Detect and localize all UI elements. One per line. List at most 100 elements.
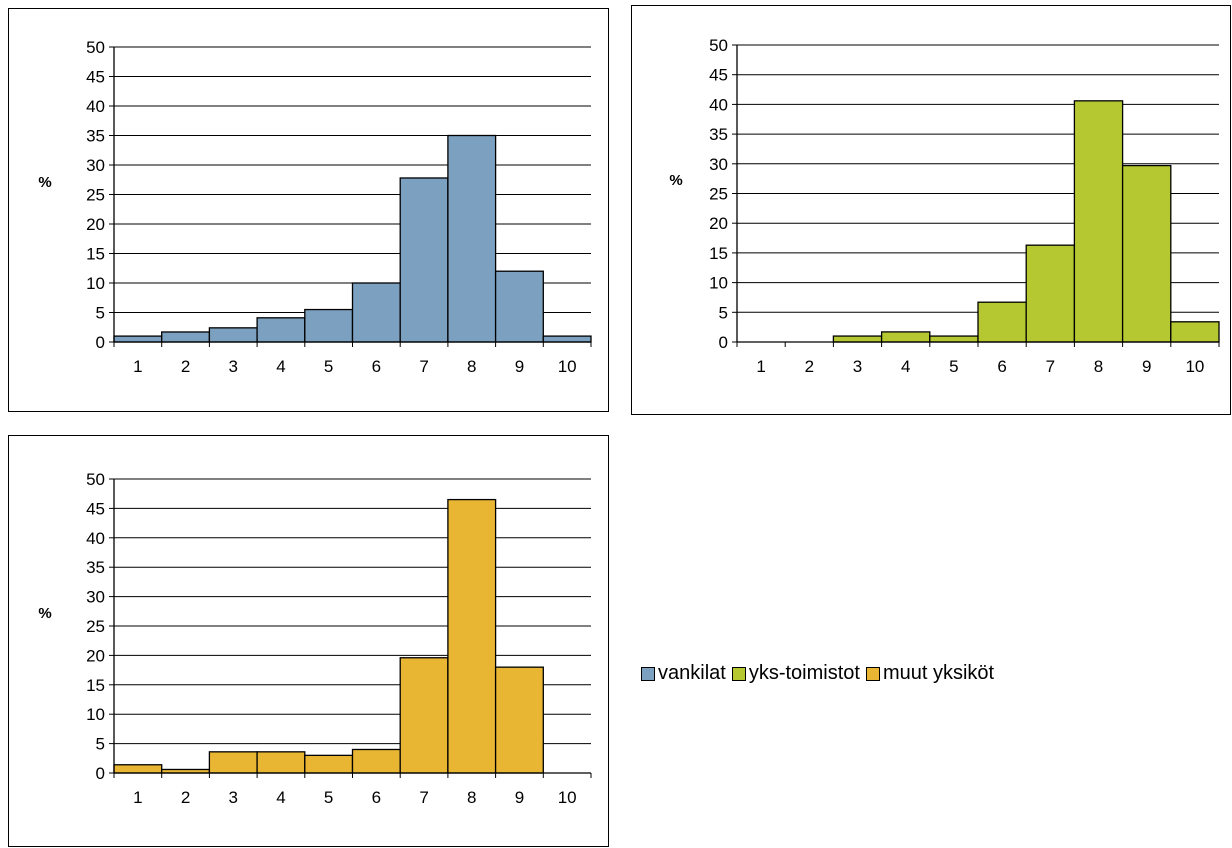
x-tick-label: 2 [181, 357, 190, 376]
bar [1025, 244, 1076, 343]
bar [929, 335, 979, 343]
y-tick-label: 35 [86, 558, 105, 577]
x-tick-label: 8 [467, 357, 476, 376]
x-tick-label: 3 [229, 357, 238, 376]
x-tick-label: 10 [1185, 357, 1204, 376]
x-tick-label: 5 [324, 788, 333, 807]
bar [542, 335, 592, 343]
y-tick-label: 40 [86, 97, 105, 116]
legend-item-vankilat: vankilat [641, 662, 726, 685]
x-tick-label: 3 [853, 357, 862, 376]
x-tick-label: 4 [901, 357, 910, 376]
x-tick-label: 3 [229, 788, 238, 807]
x-tick-label: 1 [133, 357, 142, 376]
legend-label: vankilat [658, 662, 726, 684]
y-tick-label: 50 [86, 38, 105, 57]
y-tick-label: 10 [709, 274, 728, 293]
y-tick-label: 15 [709, 244, 728, 263]
y-tick-label: 45 [86, 68, 105, 87]
y-tick-label: 10 [86, 274, 105, 293]
bar [1170, 321, 1220, 343]
x-tick-label: 2 [805, 357, 814, 376]
bar [256, 317, 306, 343]
x-tick-label: 9 [1142, 357, 1151, 376]
y-tick-label: 15 [86, 676, 105, 695]
bar [1073, 100, 1124, 343]
y-tick-label: 30 [86, 156, 105, 175]
x-tick-label: 7 [1046, 357, 1055, 376]
x-tick-label: 6 [997, 357, 1006, 376]
legend-swatch [865, 666, 880, 681]
chart-panel-yks-toimistot: 0 5 10 15 20 25 30 35 40 45 50 1 2 3 4 5 6 7 8 9 10% [631, 5, 1231, 415]
bar [494, 270, 544, 343]
chart-panel-muut-yksikot: 0 5 10 15 20 25 30 35 40 45 50 1 2 3 4 5 6 7 8 9 10% [8, 435, 609, 847]
legend-item-yks-toimistot: yks-toimistot [731, 662, 860, 685]
y-tick-label: 5 [719, 303, 728, 322]
y-tick-label: 10 [86, 705, 105, 724]
x-tick-label: 1 [133, 788, 142, 807]
bar [256, 751, 306, 774]
x-tick-label: 9 [515, 357, 524, 376]
y-tick-label: 20 [86, 215, 105, 234]
bar [161, 331, 211, 343]
legend-label: muut yksiköt [882, 662, 995, 684]
x-tick-label: 4 [276, 357, 285, 376]
x-tick-label: 5 [949, 357, 958, 376]
y-tick-label: 0 [719, 333, 728, 352]
x-tick-label: 1 [756, 357, 765, 376]
y-tick-label: 20 [709, 214, 728, 233]
legend-swatch [641, 666, 655, 681]
x-tick-label: 8 [1094, 357, 1103, 376]
x-tick-label: 4 [276, 788, 285, 807]
x-tick-label: 6 [372, 357, 381, 376]
bar [447, 134, 497, 343]
y-tick-label: 50 [709, 36, 728, 55]
x-tick-label: 5 [324, 357, 333, 376]
y-axis-label: % [669, 172, 682, 189]
x-tick-label: 2 [181, 788, 190, 807]
bar [208, 751, 258, 774]
bar [880, 331, 931, 343]
x-tick-label: 7 [419, 788, 428, 807]
y-tick-label: 35 [709, 125, 728, 144]
x-tick-label: 9 [515, 788, 524, 807]
bar [399, 177, 449, 343]
bar [1121, 164, 1172, 343]
y-tick-label: 35 [86, 127, 105, 146]
y-tick-label: 50 [86, 470, 105, 489]
chart-panel-vankilat: 0 5 10 15 20 25 30 35 40 45 50 1 2 3 4 5 6 7 8 9 10% [8, 8, 609, 412]
bar [208, 327, 258, 343]
x-tick-label: 7 [419, 357, 428, 376]
y-tick-label: 0 [96, 333, 105, 352]
y-tick-label: 5 [96, 735, 105, 754]
y-tick-label: 5 [96, 304, 105, 323]
y-tick-label: 40 [709, 95, 728, 114]
bar [304, 308, 354, 343]
bar [399, 657, 449, 774]
bar [113, 764, 163, 774]
y-tick-label: 30 [86, 588, 105, 607]
legend-item-muut-yksikot: muut yksiköt [865, 662, 995, 685]
x-tick-label: 10 [558, 788, 577, 807]
x-tick-label: 8 [467, 788, 476, 807]
bar [351, 748, 401, 774]
legend-swatch [731, 666, 746, 681]
legend-label: yks-toimistot [748, 662, 860, 684]
y-axis-label: % [38, 174, 51, 191]
y-tick-label: 15 [86, 245, 105, 264]
y-tick-label: 30 [709, 155, 728, 174]
bar [832, 335, 883, 343]
y-tick-label: 45 [86, 499, 105, 518]
y-tick-label: 0 [96, 764, 105, 783]
chart-legend: vankilat yks-toimistot muut yksiköt [641, 662, 1000, 685]
x-tick-label: 6 [372, 788, 381, 807]
y-axis-label: % [38, 605, 51, 622]
y-tick-label: 20 [86, 646, 105, 665]
bar [977, 301, 1027, 343]
y-tick-label: 45 [709, 66, 728, 85]
x-tick-label: 10 [558, 357, 577, 376]
y-tick-label: 25 [709, 185, 728, 204]
y-tick-label: 25 [86, 186, 105, 205]
